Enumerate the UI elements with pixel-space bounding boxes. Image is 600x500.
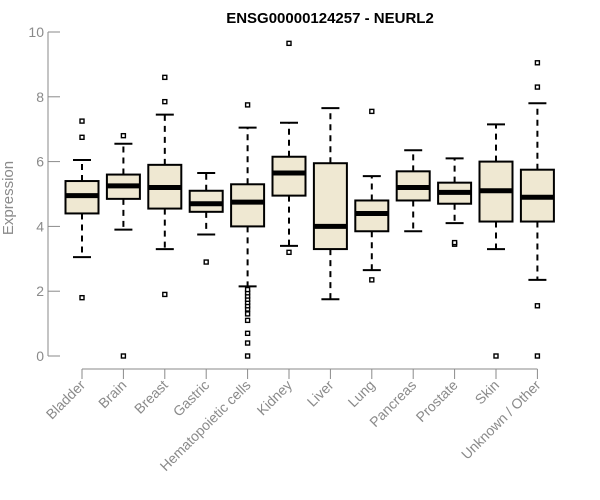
category-label: Prostate — [413, 377, 461, 425]
outlier-point — [244, 311, 251, 317]
box-group — [105, 132, 141, 359]
outlier-point — [79, 294, 85, 301]
iqr-box — [230, 183, 266, 228]
category-label: Breast — [131, 377, 171, 417]
box-group — [230, 102, 266, 359]
axes: 0 2 4 6 8 10 — [28, 24, 538, 379]
y-tick-label: 8 — [36, 89, 44, 105]
outlier-point — [534, 353, 541, 359]
box-group — [354, 108, 390, 283]
category-label: Brain — [95, 377, 129, 411]
y-axis-label: Expression — [0, 161, 17, 235]
outlier-point — [244, 286, 251, 293]
iqr-box — [312, 162, 348, 251]
iqr-box — [271, 155, 307, 197]
outlier-point — [162, 291, 168, 298]
outlier-point — [162, 98, 168, 105]
y-tick-label: 0 — [36, 348, 44, 364]
box-group — [271, 40, 307, 256]
box-group — [437, 157, 473, 247]
box-group — [64, 118, 100, 301]
category-label: Skin — [472, 377, 503, 408]
category-label: Bladder — [43, 377, 89, 423]
box-group — [312, 107, 348, 301]
y-tick-label: 2 — [36, 283, 44, 299]
outlier-point — [244, 353, 251, 359]
outlier-point — [369, 108, 375, 115]
box-group — [395, 149, 431, 233]
box-group — [188, 171, 224, 265]
outlier-point — [286, 40, 292, 47]
outlier-point — [534, 303, 541, 309]
y-tick-label: 10 — [28, 24, 44, 40]
outlier-point — [493, 353, 499, 359]
boxes — [64, 40, 555, 359]
category-label: Kidney — [254, 377, 296, 419]
outlier-point — [369, 277, 375, 283]
outlier-point — [162, 74, 168, 81]
outlier-point — [203, 259, 209, 265]
outlier-point — [534, 84, 541, 90]
category-label: Unknown / Other — [458, 377, 544, 463]
outlier-point — [244, 317, 251, 324]
box-group — [519, 60, 555, 359]
chart-title: ENSG00000124257 - NEURL2 — [226, 10, 434, 27]
outlier-point — [534, 60, 541, 66]
box-group — [478, 123, 514, 359]
outlier-point — [244, 102, 251, 108]
category-label: Lung — [345, 377, 378, 410]
box-group — [147, 74, 183, 298]
outlier-point — [120, 353, 127, 359]
outlier-point — [286, 249, 292, 256]
y-tick-label: 4 — [36, 218, 44, 234]
outlier-point — [244, 330, 251, 337]
outlier-point — [244, 340, 251, 346]
outlier-point — [451, 239, 458, 246]
outlier-point — [120, 132, 127, 139]
y-tick-label: 6 — [36, 154, 44, 170]
category-label: Liver — [304, 377, 337, 410]
outlier-point — [79, 134, 85, 141]
outlier-point — [79, 118, 85, 124]
